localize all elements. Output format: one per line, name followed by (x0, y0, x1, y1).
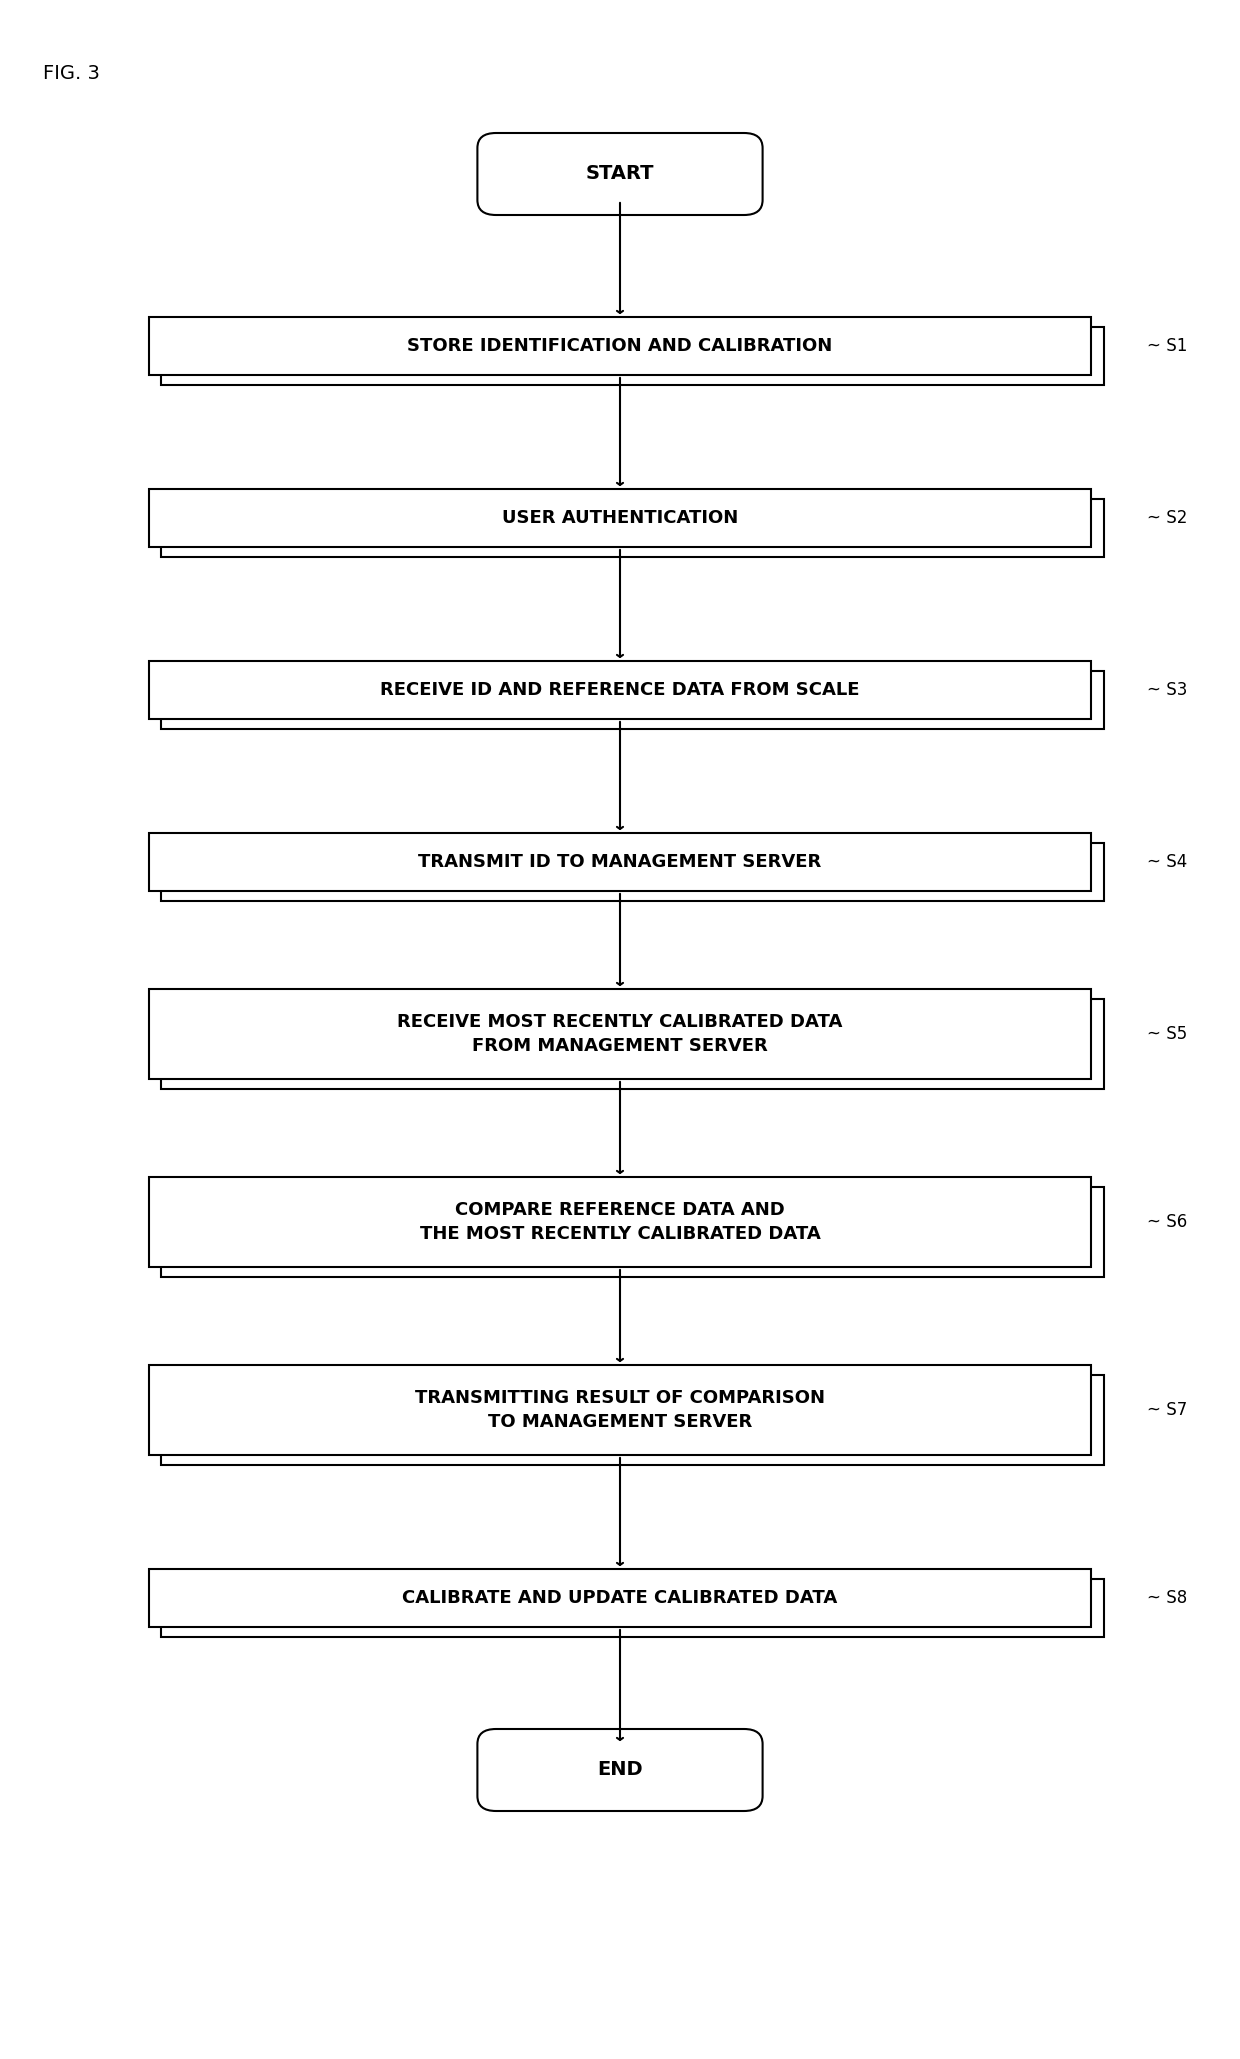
Bar (161, 498, 1104, 558)
Text: START: START (585, 165, 655, 183)
Bar (149, 488, 1091, 548)
FancyBboxPatch shape (477, 134, 763, 214)
Bar (149, 1569, 1091, 1627)
Bar (149, 1178, 1091, 1266)
Text: END: END (598, 1760, 642, 1779)
Text: ~ S5: ~ S5 (1147, 1025, 1187, 1044)
Bar (149, 661, 1091, 719)
Text: RECEIVE MOST RECENTLY CALIBRATED DATA
FROM MANAGEMENT SERVER: RECEIVE MOST RECENTLY CALIBRATED DATA FR… (397, 1013, 843, 1054)
Text: ~ S6: ~ S6 (1147, 1213, 1187, 1231)
Text: RECEIVE ID AND REFERENCE DATA FROM SCALE: RECEIVE ID AND REFERENCE DATA FROM SCALE (381, 682, 859, 698)
Text: CALIBRATE AND UPDATE CALIBRATED DATA: CALIBRATE AND UPDATE CALIBRATED DATA (402, 1590, 838, 1606)
FancyBboxPatch shape (477, 1730, 763, 1812)
Bar (161, 1186, 1104, 1277)
Bar (149, 988, 1091, 1079)
Text: ~ S1: ~ S1 (1147, 338, 1188, 354)
Bar (161, 1375, 1104, 1466)
Text: ~ S7: ~ S7 (1147, 1400, 1187, 1419)
Text: ~ S3: ~ S3 (1147, 682, 1188, 698)
Bar (149, 1365, 1091, 1456)
Text: ~ S8: ~ S8 (1147, 1590, 1187, 1606)
Text: ~ S4: ~ S4 (1147, 852, 1187, 871)
Text: FIG. 3: FIG. 3 (43, 64, 100, 82)
Bar (149, 317, 1091, 375)
Bar (161, 842, 1104, 902)
Bar (161, 999, 1104, 1089)
Text: TRANSMIT ID TO MANAGEMENT SERVER: TRANSMIT ID TO MANAGEMENT SERVER (418, 852, 822, 871)
Text: USER AUTHENTICATION: USER AUTHENTICATION (502, 509, 738, 527)
Bar (161, 1579, 1104, 1637)
Text: ~ S2: ~ S2 (1147, 509, 1188, 527)
Text: TRANSMITTING RESULT OF COMPARISON
TO MANAGEMENT SERVER: TRANSMITTING RESULT OF COMPARISON TO MAN… (415, 1390, 825, 1431)
Bar (149, 834, 1091, 892)
Text: STORE IDENTIFICATION AND CALIBRATION: STORE IDENTIFICATION AND CALIBRATION (408, 338, 832, 354)
Bar (161, 327, 1104, 385)
Bar (161, 671, 1104, 729)
Text: COMPARE REFERENCE DATA AND
THE MOST RECENTLY CALIBRATED DATA: COMPARE REFERENCE DATA AND THE MOST RECE… (419, 1200, 821, 1244)
